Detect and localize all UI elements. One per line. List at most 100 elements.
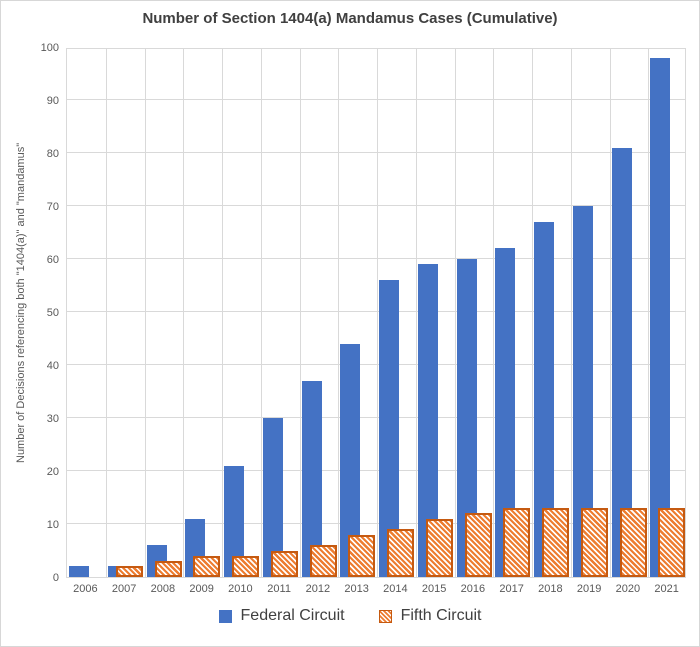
gridline-v	[570, 49, 572, 577]
bar-fifth-circuit-2011	[270, 550, 298, 577]
gridline-h	[67, 311, 685, 312]
gridline-h	[67, 99, 685, 100]
bar-federal-circuit-2006	[69, 566, 89, 577]
bar-fifth-circuit-2018	[542, 508, 569, 577]
gridline-h	[67, 470, 685, 471]
gridline-v	[338, 49, 340, 577]
bar-federal-circuit-2013	[340, 343, 361, 577]
gridline-v	[260, 49, 262, 577]
y-tick-label: 40	[46, 360, 59, 372]
bar-group-2011	[261, 49, 300, 577]
x-tick-label: 2018	[538, 583, 563, 595]
gridline-v	[648, 49, 650, 577]
legend-label: Fifth Circuit	[400, 607, 482, 624]
gridline-v	[609, 49, 611, 577]
y-tick-label: 10	[46, 519, 59, 531]
x-tick-label: 2009	[189, 583, 214, 595]
y-tick-label: 20	[46, 466, 59, 478]
x-tick-label: 2016	[460, 583, 486, 595]
bar-federal-circuit-2020	[611, 147, 632, 577]
gridline-v	[532, 49, 533, 577]
bar-federal-circuit-2014	[379, 280, 399, 577]
gridline-h	[67, 205, 685, 206]
bar-federal-circuit-2011	[262, 418, 283, 577]
y-tick-label: 0	[52, 572, 59, 584]
bar-group-2014	[377, 49, 416, 577]
bar-fifth-circuit-2017	[503, 508, 531, 577]
bar-federal-circuit-2019	[572, 206, 593, 577]
bar-fifth-circuit-2021	[658, 508, 686, 577]
y-tick-label: 30	[46, 413, 59, 425]
gridline-v	[222, 49, 223, 577]
x-tick-label: 2008	[150, 583, 176, 595]
bar-fifth-circuit-2008	[154, 561, 182, 577]
gridline-v	[144, 49, 146, 577]
bar-group-2019	[571, 49, 610, 577]
gridline-h	[67, 364, 685, 365]
bar-group-2016	[455, 49, 494, 577]
y-tick-label: 90	[46, 95, 59, 107]
x-tick-label: 2012	[305, 583, 331, 595]
y-tick-label: 50	[46, 307, 59, 319]
bar-federal-circuit-2016	[456, 259, 477, 577]
bar-group-2015	[416, 49, 455, 577]
legend-item-federal-circuit: Federal Circuit	[218, 607, 345, 625]
gridline-v	[415, 49, 417, 577]
bar-group-2008	[145, 49, 184, 577]
bar-fifth-circuit-2015	[425, 518, 453, 577]
x-tick-label: 2021	[654, 583, 679, 595]
x-tick-label: 2010	[228, 583, 253, 595]
bar-federal-circuit-2018	[534, 221, 554, 577]
gridline-v	[493, 49, 495, 577]
bar-fifth-circuit-2019	[580, 508, 608, 577]
bar-group-2017	[493, 49, 532, 577]
bar-group-2010	[222, 49, 261, 577]
plot-area	[66, 48, 686, 578]
y-tick-label: 100	[40, 42, 59, 54]
bar-group-2021	[648, 49, 687, 577]
x-tick-label: 2007	[111, 583, 137, 595]
x-tick-label: 2011	[267, 583, 291, 595]
bar-fifth-circuit-2014	[387, 529, 414, 577]
legend: Federal Circuit Fifth Circuit	[1, 607, 699, 625]
x-tick-label: 2019	[576, 583, 602, 595]
bar-group-2006	[67, 49, 106, 577]
gridline-v	[299, 49, 301, 577]
x-tick-label: 2014	[383, 583, 408, 595]
gridline-h	[67, 417, 685, 418]
bar-group-2012	[300, 49, 339, 577]
y-tick-label: 80	[46, 148, 59, 160]
bar-group-2018	[532, 49, 571, 577]
bar-federal-circuit-2017	[495, 248, 516, 577]
x-tick-label: 2017	[499, 583, 524, 595]
legend-swatch-icon	[378, 609, 392, 623]
bar-fifth-circuit-2009	[193, 555, 221, 577]
bar-fifth-circuit-2010	[232, 555, 259, 577]
bar-fifth-circuit-2016	[464, 513, 492, 577]
bar-federal-circuit-2021	[650, 57, 671, 577]
bar-fifth-circuit-2013	[348, 534, 376, 577]
bar-group-2009	[183, 49, 222, 577]
legend-swatch-icon	[218, 609, 232, 623]
gridline-v	[105, 49, 107, 577]
x-tick-label: 2020	[615, 583, 641, 595]
gridline-h	[67, 152, 685, 153]
bar-federal-circuit-2010	[224, 465, 244, 577]
x-tick-label: 2013	[344, 583, 369, 595]
gridline-h	[67, 258, 685, 259]
chart-title: Number of Section 1404(a) Mandamus Cases…	[142, 10, 558, 27]
x-tick-label: 2015	[421, 583, 447, 595]
x-tick-label: 2006	[73, 583, 98, 595]
bar-federal-circuit-2012	[301, 380, 322, 577]
bar-group-2007	[106, 49, 145, 577]
y-tick-label: 60	[46, 254, 59, 266]
y-tick-label: 70	[46, 201, 59, 213]
legend-label: Federal Circuit	[240, 607, 345, 624]
bar-fifth-circuit-2020	[619, 508, 647, 577]
bar-group-2013	[338, 49, 377, 577]
legend-item-fifth-circuit: Fifth Circuit	[378, 607, 482, 625]
gridline-v	[183, 49, 185, 577]
bar-group-2020	[610, 49, 649, 577]
gridline-h	[67, 523, 685, 524]
